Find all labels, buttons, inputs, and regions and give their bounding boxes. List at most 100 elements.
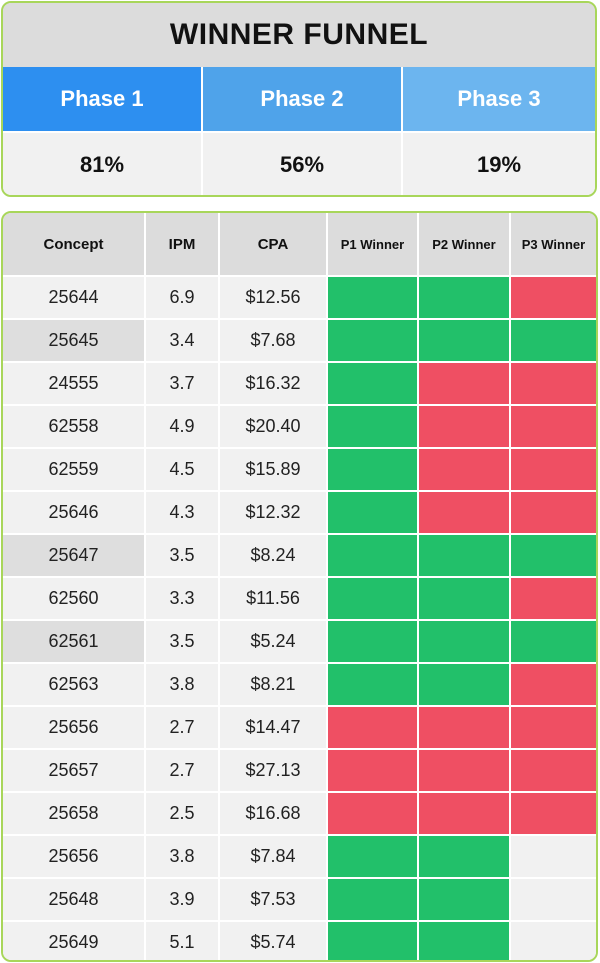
- cpa-cell: $14.47: [220, 707, 328, 750]
- concept-cell: 62563: [3, 664, 146, 707]
- table-row: 24555 3.7 $16.32: [3, 363, 596, 406]
- ipm-cell: 3.7: [146, 363, 220, 406]
- concept-table-card: Concept IPM CPA P1 Winner P2 Winner P3 W…: [1, 211, 598, 962]
- cpa-cell: $15.89: [220, 449, 328, 492]
- table-row: 25644 6.9 $12.56: [3, 277, 596, 320]
- p3-winner-status-cell: [511, 449, 596, 492]
- concept-table: Concept IPM CPA P1 Winner P2 Winner P3 W…: [3, 213, 596, 960]
- phase-percent-row: 81% 56% 19%: [3, 131, 595, 195]
- p1-winner-status-cell: [328, 621, 419, 664]
- table-row: 25645 3.4 $7.68: [3, 320, 596, 363]
- p2-winner-status-cell: [419, 449, 511, 492]
- p3-winner-status-cell: [511, 707, 596, 750]
- table-row: 25647 3.5 $8.24: [3, 535, 596, 578]
- p3-winner-status-cell: [511, 535, 596, 578]
- p3-winner-status-cell: [511, 492, 596, 535]
- p1-winner-status-cell: [328, 449, 419, 492]
- table-row: 62559 4.5 $15.89: [3, 449, 596, 492]
- p1-winner-status-cell: [328, 836, 419, 879]
- phase-3-percent: 19%: [401, 133, 595, 195]
- p1-winner-status-cell: [328, 664, 419, 707]
- phase-1-percent: 81%: [3, 133, 201, 195]
- p3-winner-status-cell: [511, 664, 596, 707]
- p3-winner-status-cell: [511, 320, 596, 363]
- ipm-cell: 3.8: [146, 664, 220, 707]
- p2-winner-status-cell: [419, 836, 511, 879]
- concept-cell: 25656: [3, 707, 146, 750]
- p2-winner-status-cell: [419, 406, 511, 449]
- p3-winner-status-cell: [511, 578, 596, 621]
- cpa-cell: $16.68: [220, 793, 328, 836]
- p3-winner-status-cell: [511, 406, 596, 449]
- p3-winner-status-cell: [511, 836, 596, 879]
- p2-winner-status-cell: [419, 320, 511, 363]
- ipm-cell: 3.4: [146, 320, 220, 363]
- phase-2-header: Phase 2: [201, 67, 401, 131]
- p3-winner-status-cell: [511, 922, 596, 960]
- p3-winner-status-cell: [511, 750, 596, 793]
- cpa-cell: $11.56: [220, 578, 328, 621]
- concept-cell: 24555: [3, 363, 146, 406]
- ipm-cell: 5.1: [146, 922, 220, 960]
- p2-winner-status-cell: [419, 707, 511, 750]
- cpa-cell: $12.32: [220, 492, 328, 535]
- table-row: 25656 2.7 $14.47: [3, 707, 596, 750]
- concept-cell: 25657: [3, 750, 146, 793]
- table-row: 25646 4.3 $12.32: [3, 492, 596, 535]
- cpa-cell: $8.21: [220, 664, 328, 707]
- ipm-cell: 3.3: [146, 578, 220, 621]
- ipm-cell: 3.5: [146, 535, 220, 578]
- p2-winner-status-cell: [419, 492, 511, 535]
- cpa-column-header: CPA: [220, 213, 328, 277]
- concept-cell: 25647: [3, 535, 146, 578]
- concept-cell: 25644: [3, 277, 146, 320]
- p1-winner-status-cell: [328, 535, 419, 578]
- p1-winner-status-cell: [328, 879, 419, 922]
- p1-winner-status-cell: [328, 750, 419, 793]
- p2-winner-status-cell: [419, 793, 511, 836]
- table-row: 25649 5.1 $5.74: [3, 922, 596, 960]
- p1-winner-status-cell: [328, 277, 419, 320]
- phase-3-header: Phase 3: [401, 67, 595, 131]
- ipm-cell: 2.7: [146, 707, 220, 750]
- ipm-cell: 3.5: [146, 621, 220, 664]
- cpa-cell: $5.24: [220, 621, 328, 664]
- p2-winner-column-header: P2 Winner: [419, 213, 511, 277]
- p1-winner-status-cell: [328, 320, 419, 363]
- p2-winner-status-cell: [419, 879, 511, 922]
- table-row: 25656 3.8 $7.84: [3, 836, 596, 879]
- p2-winner-status-cell: [419, 664, 511, 707]
- ipm-cell: 6.9: [146, 277, 220, 320]
- concept-cell: 62558: [3, 406, 146, 449]
- cpa-cell: $12.56: [220, 277, 328, 320]
- p1-winner-status-cell: [328, 363, 419, 406]
- cpa-cell: $5.74: [220, 922, 328, 960]
- ipm-cell: 3.9: [146, 879, 220, 922]
- p2-winner-status-cell: [419, 621, 511, 664]
- ipm-cell: 4.9: [146, 406, 220, 449]
- cpa-cell: $7.53: [220, 879, 328, 922]
- table-row: 62560 3.3 $11.56: [3, 578, 596, 621]
- p3-winner-column-header: P3 Winner: [511, 213, 596, 277]
- table-row: 62558 4.9 $20.40: [3, 406, 596, 449]
- phase-2-percent: 56%: [201, 133, 401, 195]
- cpa-cell: $16.32: [220, 363, 328, 406]
- table-row: 62561 3.5 $5.24: [3, 621, 596, 664]
- p2-winner-status-cell: [419, 750, 511, 793]
- ipm-cell: 4.5: [146, 449, 220, 492]
- cpa-cell: $20.40: [220, 406, 328, 449]
- funnel-title: WINNER FUNNEL: [3, 3, 595, 67]
- ipm-cell: 4.3: [146, 492, 220, 535]
- p1-winner-status-cell: [328, 492, 419, 535]
- table-row: 25658 2.5 $16.68: [3, 793, 596, 836]
- cpa-cell: $7.68: [220, 320, 328, 363]
- p1-winner-status-cell: [328, 406, 419, 449]
- concept-cell: 25648: [3, 879, 146, 922]
- concept-cell: 25658: [3, 793, 146, 836]
- p1-winner-status-cell: [328, 707, 419, 750]
- p2-winner-status-cell: [419, 922, 511, 960]
- p2-winner-status-cell: [419, 277, 511, 320]
- phase-1-header: Phase 1: [3, 67, 201, 131]
- ipm-cell: 2.5: [146, 793, 220, 836]
- p3-winner-status-cell: [511, 621, 596, 664]
